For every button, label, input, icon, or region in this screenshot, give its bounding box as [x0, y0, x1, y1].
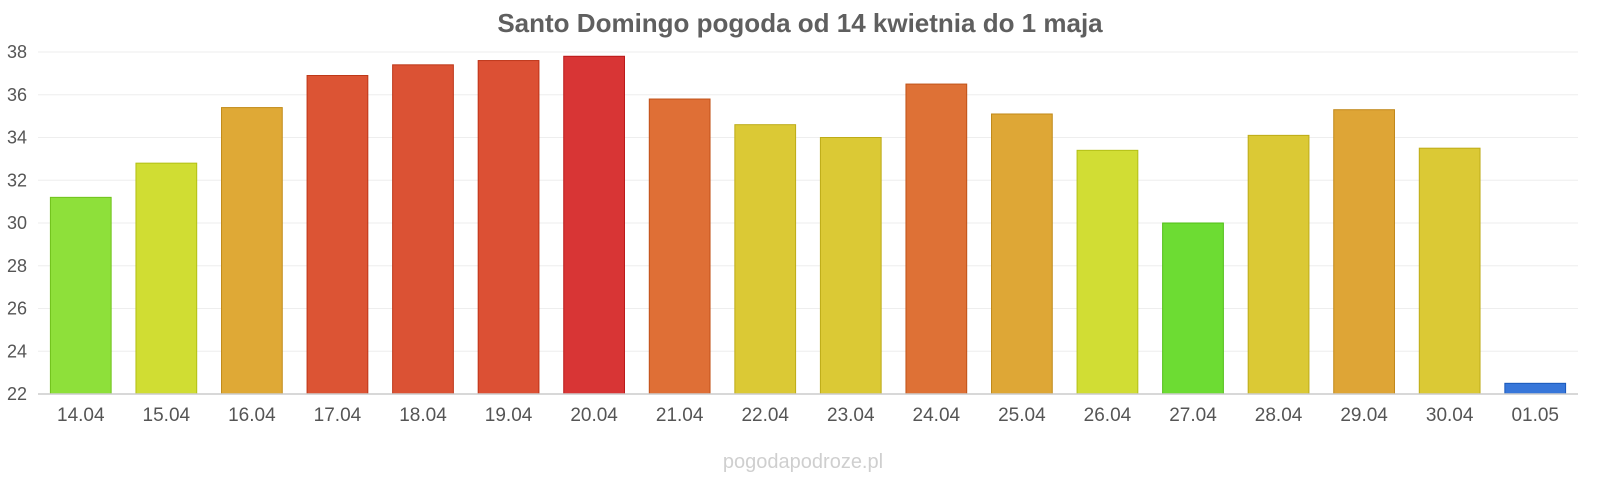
x-tick-label: 15.04: [143, 405, 191, 426]
bar-18.04[interactable]: [392, 64, 454, 395]
y-tick-label: 34: [7, 128, 27, 148]
x-tick-label: 29.04: [1340, 405, 1388, 426]
x-tick-label: 27.04: [1169, 405, 1217, 426]
bar-29.04[interactable]: [1333, 109, 1395, 395]
y-tick-label: 30: [7, 213, 27, 233]
grid-lines: [38, 51, 1578, 395]
watermark: pogodapodroze.pl: [723, 451, 883, 473]
bar-23.04[interactable]: [819, 137, 882, 395]
bar-28.04[interactable]: [1247, 134, 1310, 395]
bar-21.04[interactable]: [648, 98, 711, 395]
x-tick-label: 19.04: [485, 405, 533, 426]
y-tick-label: 28: [7, 256, 27, 276]
x-tick-label: 01.05: [1511, 405, 1559, 426]
x-tick-label: 14.04: [57, 405, 105, 426]
bar-15.04[interactable]: [135, 162, 198, 395]
x-tick-label: 23.04: [827, 405, 875, 426]
x-tick-label: 25.04: [998, 405, 1046, 426]
bar-22.04[interactable]: [734, 124, 797, 395]
y-tick-label: 38: [7, 42, 27, 62]
x-tick-label: 24.04: [913, 405, 961, 426]
x-tick-label: 28.04: [1255, 405, 1303, 426]
x-tick-label: 18.04: [399, 405, 447, 426]
bar-25.04[interactable]: [991, 113, 1053, 395]
bar-27.04[interactable]: [1162, 222, 1224, 395]
x-tick-label: 16.04: [228, 405, 276, 426]
x-tick-label: 20.04: [570, 405, 618, 426]
x-tick-label: 26.04: [1084, 405, 1132, 426]
y-tick-label: 36: [7, 85, 27, 105]
bar-16.04[interactable]: [221, 107, 283, 395]
x-tick-label: 30.04: [1426, 405, 1474, 426]
bar-17.04[interactable]: [306, 75, 369, 395]
bars: [49, 55, 1567, 395]
x-tick-label: 21.04: [656, 405, 704, 426]
chart-title: Santo Domingo pogoda od 14 kwietnia do 1…: [497, 8, 1103, 38]
y-axis-ticks: 22 24 26 28 30 32 34 36 38: [7, 42, 27, 404]
y-tick-label: 26: [7, 299, 27, 319]
bar-01.05[interactable]: [1504, 382, 1567, 395]
bar-26.04[interactable]: [1076, 149, 1139, 395]
x-axis-ticks: 14.04 15.04 16.04 17.04 18.04 19.04 20.04 21.04…: [57, 405, 1559, 426]
y-tick-label: 22: [7, 384, 27, 404]
x-tick-label: 22.04: [741, 405, 789, 426]
bar-19.04[interactable]: [477, 60, 540, 395]
bar-14.04[interactable]: [49, 196, 112, 395]
x-tick-label: 17.04: [314, 405, 362, 426]
bar-30.04[interactable]: [1418, 147, 1481, 395]
y-tick-label: 24: [7, 341, 27, 361]
bar-24.04[interactable]: [905, 83, 968, 395]
y-tick-label: 32: [7, 170, 27, 190]
bar-20.04[interactable]: [563, 55, 625, 395]
